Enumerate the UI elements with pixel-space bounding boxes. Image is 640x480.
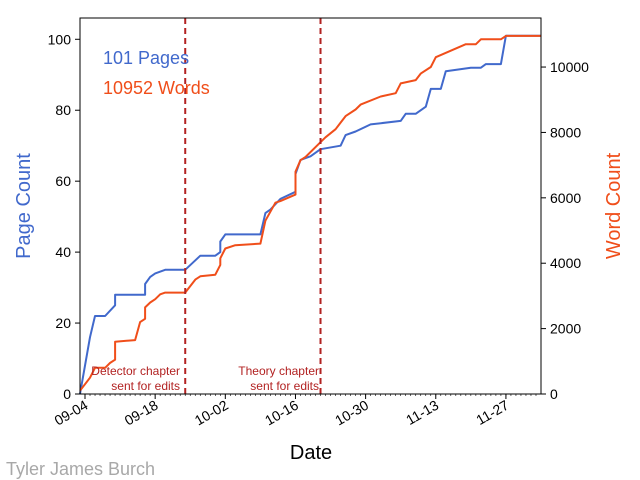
x-axis-ticks: 09-04 09-18 10-02 10-16 10-30 11-13 11-27 [51,394,537,429]
left-y-tick-label: 40 [55,244,71,260]
left-y-tick-label: 80 [55,102,71,118]
left-y-tick-label: 60 [55,173,71,189]
x-tick-label: 10-30 [332,397,371,429]
right-y-tick-label: 0 [550,386,558,402]
x-tick-label: 10-16 [262,397,301,429]
right-y-tick-label: 10000 [550,59,589,75]
right-y-axis-ticks: 0 2000 4000 6000 8000 10000 [541,59,589,402]
left-y-tick-label: 20 [55,315,71,331]
x-axis-title: Date [290,442,332,464]
right-y-tick-label: 2000 [550,321,581,337]
x-tick-label: 11-13 [403,397,441,428]
right-y-tick-label: 6000 [550,190,581,206]
annotation-detector-line1: Detector chapter [91,364,180,378]
series-lines [79,34,541,395]
annotation-theory-line2: sent for edits [250,379,319,393]
x-tick-label: 10-02 [192,397,231,429]
series-line-words [79,34,541,392]
plot-frame [79,17,542,395]
x-tick-label: 09-04 [51,397,90,429]
right-y-tick-label: 8000 [550,124,581,140]
left-y-tick-label: 0 [63,386,71,402]
left-y-axis-title: Page Count [13,153,35,259]
legend-pages: 101 Pages [103,48,189,68]
x-tick-label: 11-27 [473,397,511,428]
right-y-axis-title: Word Count [603,152,625,259]
annotation-detector-line2: sent for edits [111,379,180,393]
annotation-theory-line1: Theory chapter [238,364,319,378]
right-y-tick-label: 4000 [550,255,581,271]
milestone-lines [184,18,322,394]
author-credit: Tyler James Burch [6,459,156,479]
x-tick-label: 09-18 [122,397,161,429]
left-y-tick-label: 100 [48,31,72,47]
legend-words: 10952 Words [103,78,210,98]
left-y-axis-ticks: 0 20 40 60 80 100 [48,31,80,402]
